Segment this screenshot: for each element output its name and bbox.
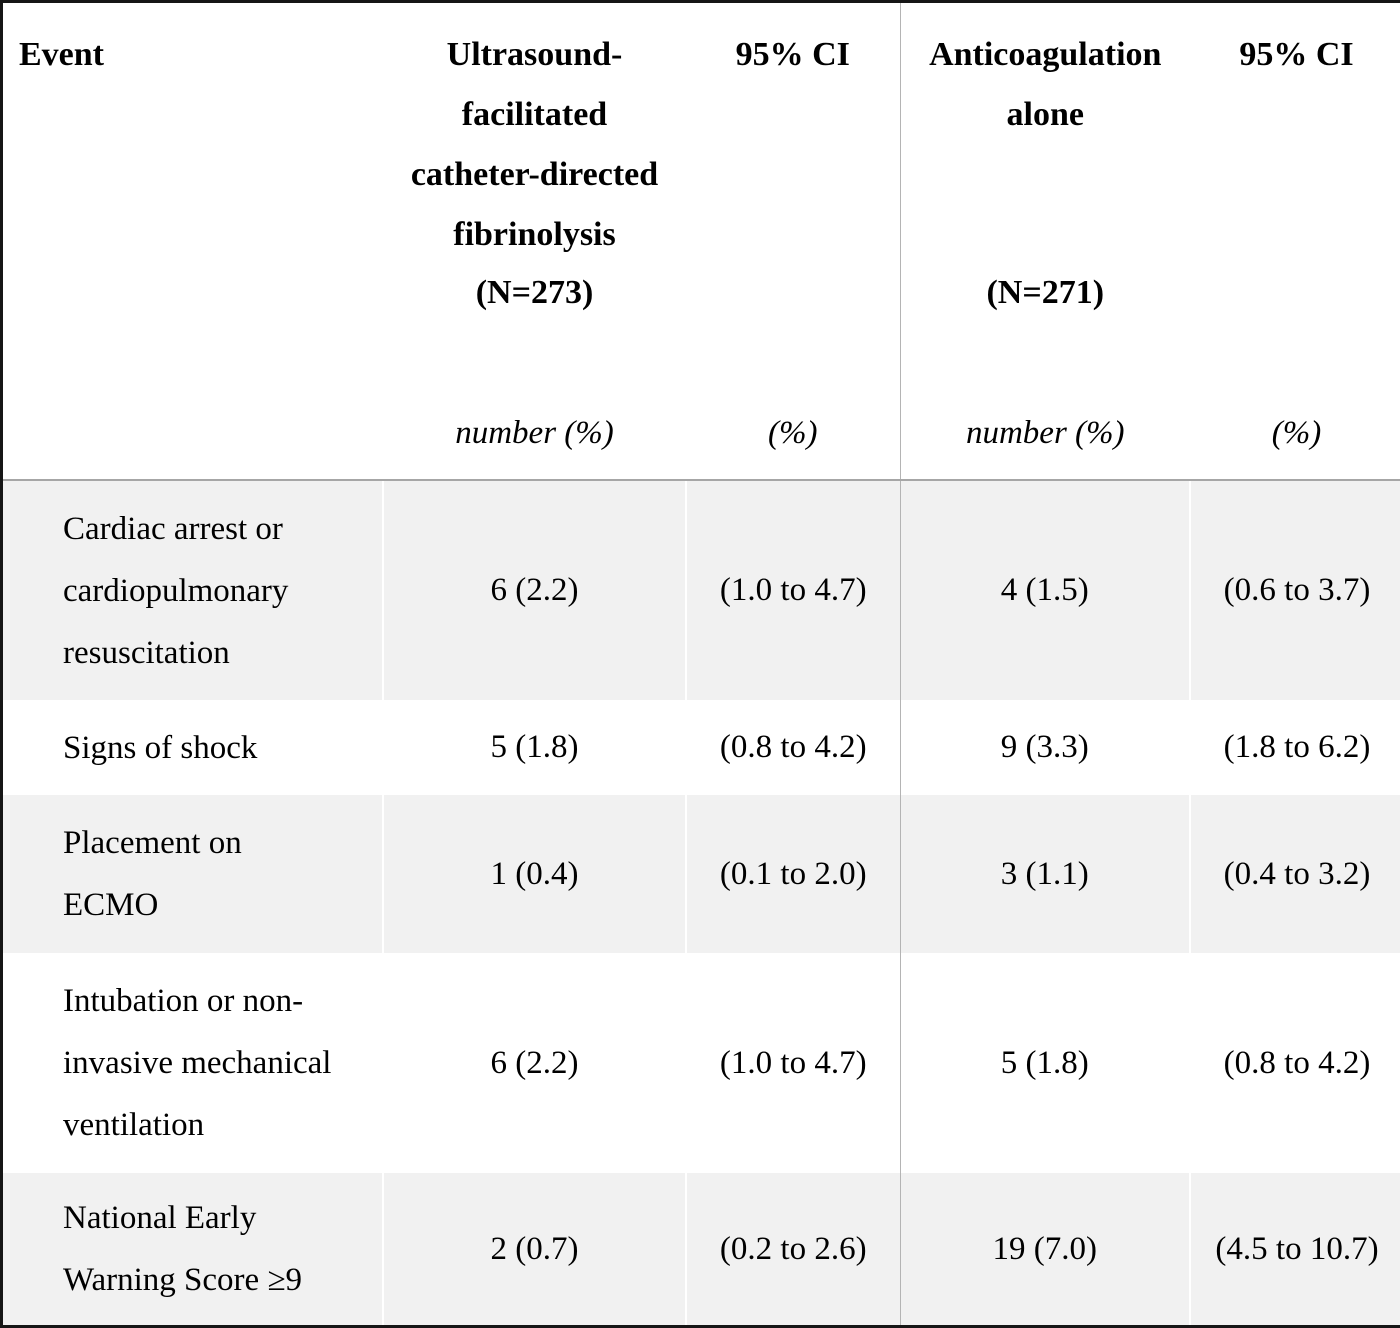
value-cell-group1-ci: (0.1 to 2.0) <box>685 795 900 953</box>
value-cell-group1-ci: (0.2 to 2.6) <box>685 1173 900 1325</box>
column-header-group1-ci-subheader: (%) <box>768 415 818 451</box>
value-cell-group1-ci: (1.0 to 4.7) <box>685 480 900 700</box>
column-header-group1-subheader: number (%) <box>455 415 614 451</box>
value-cell-group2-ci: (0.6 to 3.7) <box>1189 480 1400 700</box>
value-cell-group1-ci: (0.8 to 4.2) <box>685 700 900 795</box>
value-cell-group2-n: 5 (1.8) <box>899 953 1190 1173</box>
value-cell-group2-n: 19 (7.0) <box>899 1173 1190 1325</box>
column-header-group1-ci: 95% CI <box>735 36 850 73</box>
header-cell-group2: Anticoagulation alone (N=271) number (%) <box>899 3 1190 481</box>
value-cell-group2-ci: (4.5 to 10.7) <box>1189 1173 1400 1325</box>
column-header-group2-title: Anticoagulation alone <box>929 36 1162 133</box>
value-cell-group1-n: 1 (0.4) <box>382 795 686 953</box>
value-cell-group2-n: 4 (1.5) <box>899 480 1190 700</box>
column-header-group2-n: (N=271) <box>986 274 1105 311</box>
value-cell-group2-n: 3 (1.1) <box>899 795 1190 953</box>
value-cell-group1-n: 6 (2.2) <box>382 953 686 1173</box>
value-cell-group2-ci: (0.4 to 3.2) <box>1189 795 1400 953</box>
value-cell-group1-n: 6 (2.2) <box>382 480 686 700</box>
value-cell-group1-n: 2 (0.7) <box>382 1173 686 1325</box>
header-cell-event: Event <box>3 3 383 481</box>
event-cell: Intubation or non- invasive mechanical v… <box>3 953 383 1173</box>
table-row: Cardiac arrest or cardiopulmonary resusc… <box>3 480 1400 700</box>
header-cell-group2-ci: 95% CI (%) <box>1190 3 1400 481</box>
value-cell-group1-ci: (1.0 to 4.7) <box>685 953 900 1173</box>
value-cell-group1-n: 5 (1.8) <box>382 700 686 795</box>
spacer <box>686 265 900 320</box>
header-cell-group1: Ultrasound- facilitated catheter-directe… <box>383 3 686 481</box>
column-header-group1-title: Ultrasound- facilitated catheter-directe… <box>410 36 659 253</box>
table-row: Signs of shock 5 (1.8) (0.8 to 4.2) 9 (3… <box>3 700 1400 795</box>
event-cell: Cardiac arrest or cardiopulmonary resusc… <box>3 480 383 700</box>
column-header-group2-ci: 95% CI <box>1239 36 1354 73</box>
column-header-group2-subheader: number (%) <box>965 415 1125 451</box>
header-row: Event Ultrasound- facilitated catheter-d… <box>3 3 1400 481</box>
table-row: Intubation or non- invasive mechanical v… <box>3 953 1400 1173</box>
results-table: Event Ultrasound- facilitated catheter-d… <box>3 3 1400 1325</box>
table-row: National Early Warning Score ≥9 2 (0.7) … <box>3 1173 1400 1325</box>
value-cell-group2-ci: (0.8 to 4.2) <box>1189 953 1400 1173</box>
header-cell-group1-ci: 95% CI (%) <box>686 3 900 481</box>
event-cell: Placement on ECMO <box>3 795 383 953</box>
column-header-event: Event <box>19 36 104 73</box>
table-row: Placement on ECMO 1 (0.4) (0.1 to 2.0) 3… <box>3 795 1400 953</box>
event-cell: Signs of shock <box>3 700 383 795</box>
spacer <box>1190 265 1400 320</box>
column-header-group2-ci-subheader: (%) <box>1271 415 1322 451</box>
value-cell-group2-n: 9 (3.3) <box>899 700 1190 795</box>
value-cell-group2-ci: (1.8 to 6.2) <box>1189 700 1400 795</box>
column-header-group1-n: (N=273) <box>475 274 594 311</box>
event-cell: National Early Warning Score ≥9 <box>3 1173 383 1325</box>
